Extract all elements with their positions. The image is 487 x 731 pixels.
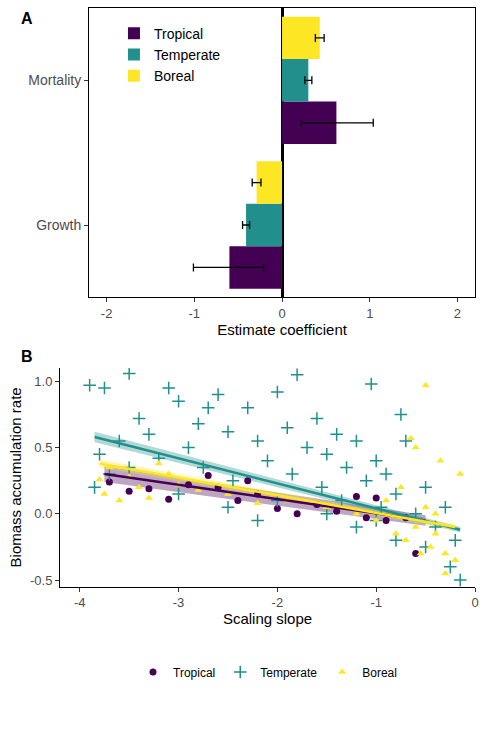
svg-text:0: 0 xyxy=(471,595,478,610)
svg-text:1: 1 xyxy=(366,306,373,321)
svg-text:0: 0 xyxy=(278,306,285,321)
svg-text:Tropical: Tropical xyxy=(154,26,203,42)
svg-text:Boreal: Boreal xyxy=(154,68,194,84)
svg-text:Boreal: Boreal xyxy=(362,666,397,680)
svg-text:Scaling slope: Scaling slope xyxy=(223,610,312,627)
svg-text:Tropical: Tropical xyxy=(173,666,215,680)
svg-text:Growth: Growth xyxy=(36,217,81,233)
svg-text:-0.5: -0.5 xyxy=(30,573,52,588)
svg-text:1.0: 1.0 xyxy=(34,374,52,389)
svg-text:B: B xyxy=(21,348,33,365)
svg-text:0.5: 0.5 xyxy=(34,440,52,455)
svg-text:Biomass accumulation rate: Biomass accumulation rate xyxy=(7,387,24,567)
svg-text:-2: -2 xyxy=(101,306,113,321)
svg-text:-3: -3 xyxy=(173,595,185,610)
svg-text:-1: -1 xyxy=(189,306,201,321)
svg-text:-4: -4 xyxy=(74,595,86,610)
svg-text:0.0: 0.0 xyxy=(34,506,52,521)
svg-text:-1: -1 xyxy=(370,595,382,610)
svg-text:A: A xyxy=(21,10,33,27)
svg-text:Temperate: Temperate xyxy=(154,47,220,63)
svg-text:Temperate: Temperate xyxy=(260,666,317,680)
svg-text:Estimate coefficient: Estimate coefficient xyxy=(217,321,348,338)
svg-text:Mortality: Mortality xyxy=(28,72,81,88)
svg-text:2: 2 xyxy=(454,306,461,321)
svg-text:-2: -2 xyxy=(272,595,284,610)
